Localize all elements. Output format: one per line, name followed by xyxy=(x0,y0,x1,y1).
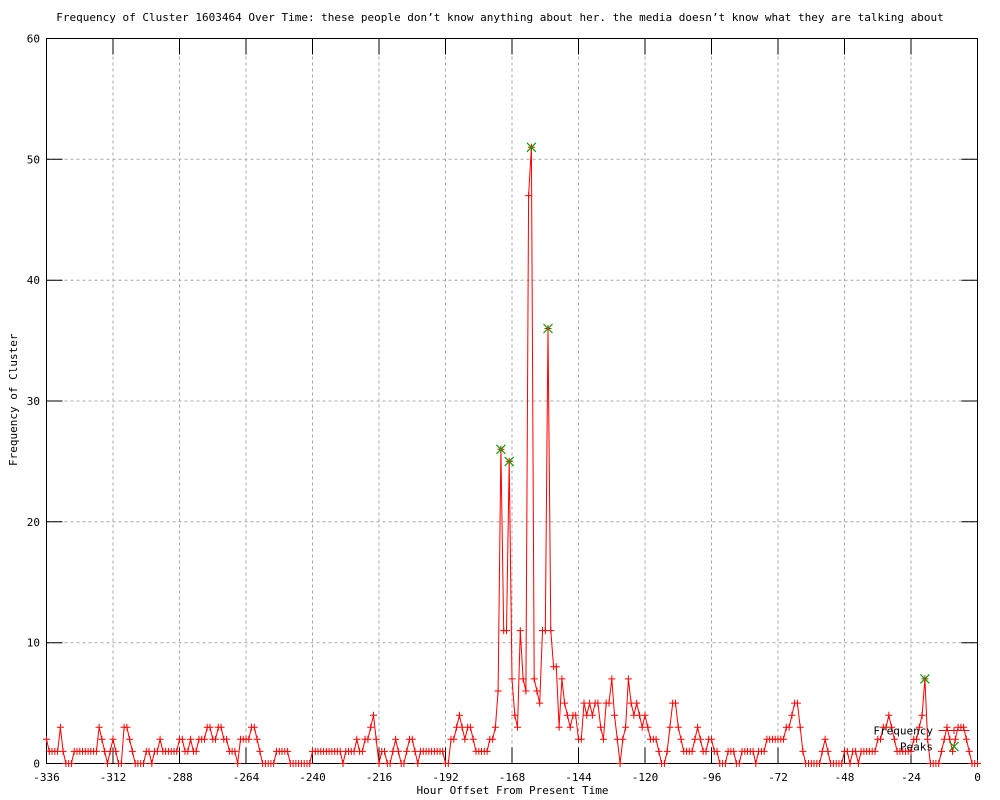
x-tick-label: -192 xyxy=(432,771,459,784)
x-tick-label: -24 xyxy=(901,771,921,784)
y-tick-label: 20 xyxy=(27,516,40,529)
x-tick-label: -240 xyxy=(299,771,326,784)
x-axis-title: Hour Offset From Present Time xyxy=(416,784,609,797)
y-tick-label: 30 xyxy=(27,395,40,408)
x-tick-label: -48 xyxy=(835,771,855,784)
y-tick-label: 10 xyxy=(27,637,40,650)
x-tick-label: -264 xyxy=(233,771,260,784)
axis-ticks xyxy=(46,38,978,764)
chart-title: Frequency of Cluster 1603464 Over Time: … xyxy=(56,11,944,24)
x-tick-label: -312 xyxy=(100,771,127,784)
peak-markers xyxy=(495,142,930,684)
x-tick-label: -72 xyxy=(768,771,788,784)
frequency-point-markers xyxy=(43,143,981,767)
x-tick-label: -336 xyxy=(33,771,60,784)
x-tick-label: 0 xyxy=(974,771,981,784)
y-tick-label: 0 xyxy=(33,758,40,771)
legend-label-frequency: Frequency xyxy=(873,725,933,738)
x-tick-label: -144 xyxy=(565,771,592,784)
legend-label-peaks: Peaks xyxy=(900,741,933,754)
legend-peaks-sample-marker xyxy=(949,741,959,752)
x-tick-label: -96 xyxy=(702,771,722,784)
y-tick-label: 40 xyxy=(27,274,40,287)
x-tick-label: -288 xyxy=(166,771,193,784)
x-tick-label: -168 xyxy=(499,771,526,784)
x-tick-label: -120 xyxy=(632,771,659,784)
y-tick-label: 50 xyxy=(27,153,40,166)
x-tick-label: -216 xyxy=(366,771,393,784)
legend-frequency-sample-marker xyxy=(950,727,958,734)
y-tick-label: 60 xyxy=(27,33,40,46)
